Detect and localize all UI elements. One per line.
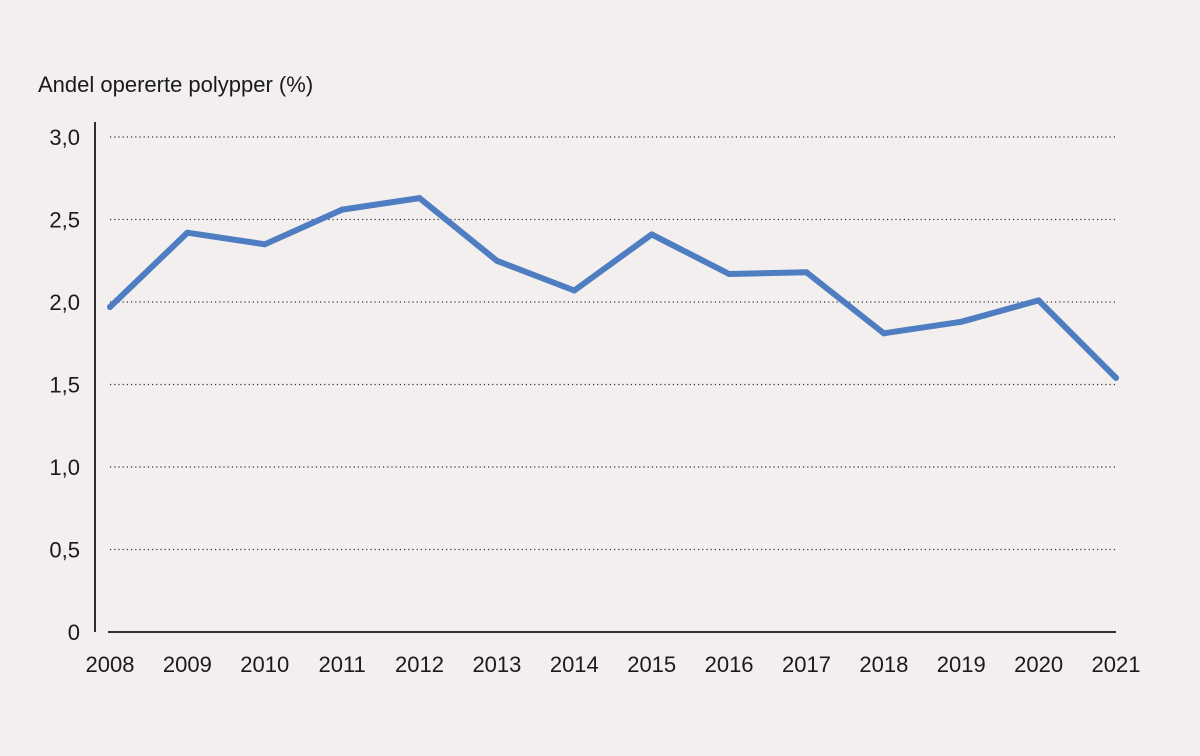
y-tick-label: 0,5	[49, 538, 80, 563]
x-tick-label: 2009	[163, 652, 212, 677]
data-point-2015	[648, 231, 655, 238]
x-tick-label: 2021	[1092, 652, 1141, 677]
y-tick-label: 2,0	[49, 290, 80, 315]
gridlines	[110, 136, 1116, 551]
data-point-2017	[803, 269, 810, 276]
y-tick-label: 2,5	[49, 208, 80, 233]
data-point-2010	[261, 241, 268, 248]
data-point-2020	[1035, 297, 1042, 304]
data-point-2014	[571, 287, 578, 294]
y-tick-label: 1,5	[49, 373, 80, 398]
y-tick-label: 1,0	[49, 455, 80, 480]
data-point-2009	[184, 229, 191, 236]
x-tick-label: 2012	[395, 652, 444, 677]
y-tick-label: 3,0	[49, 125, 80, 150]
x-tick-label: 2015	[627, 652, 676, 677]
series	[107, 195, 1119, 381]
data-point-2018	[880, 330, 887, 337]
data-point-2019	[958, 318, 965, 325]
x-tick-label: 2014	[550, 652, 599, 677]
data-point-2021	[1113, 374, 1119, 381]
x-tick-label: 2010	[240, 652, 289, 677]
data-point-2008	[107, 303, 113, 310]
x-tick-label: 2008	[86, 652, 135, 677]
y-tick-label: 0	[68, 620, 80, 645]
y-axis-title: Andel opererte polypper (%)	[38, 72, 313, 97]
x-tick-label: 2013	[472, 652, 521, 677]
data-point-2011	[339, 206, 346, 213]
x-tick-label: 2017	[782, 652, 831, 677]
y-tick-labels: 0 0,5 1,0 1,5 2,0 2,5 3,0	[49, 125, 80, 645]
x-tick-label: 2011	[318, 652, 365, 677]
x-tick-label: 2018	[859, 652, 908, 677]
axes	[94, 122, 1116, 633]
data-point-2016	[726, 270, 733, 277]
series-line-0	[107, 195, 1119, 381]
x-tick-label: 2020	[1014, 652, 1063, 677]
data-point-2012	[416, 195, 423, 202]
x-tick-label: 2016	[705, 652, 754, 677]
data-point-2013	[493, 257, 500, 264]
x-tick-label: 2019	[937, 652, 986, 677]
x-tick-labels: 2008 2009 2010 2011 2012 2013 2014 2015 2016 2017…	[86, 652, 1141, 677]
